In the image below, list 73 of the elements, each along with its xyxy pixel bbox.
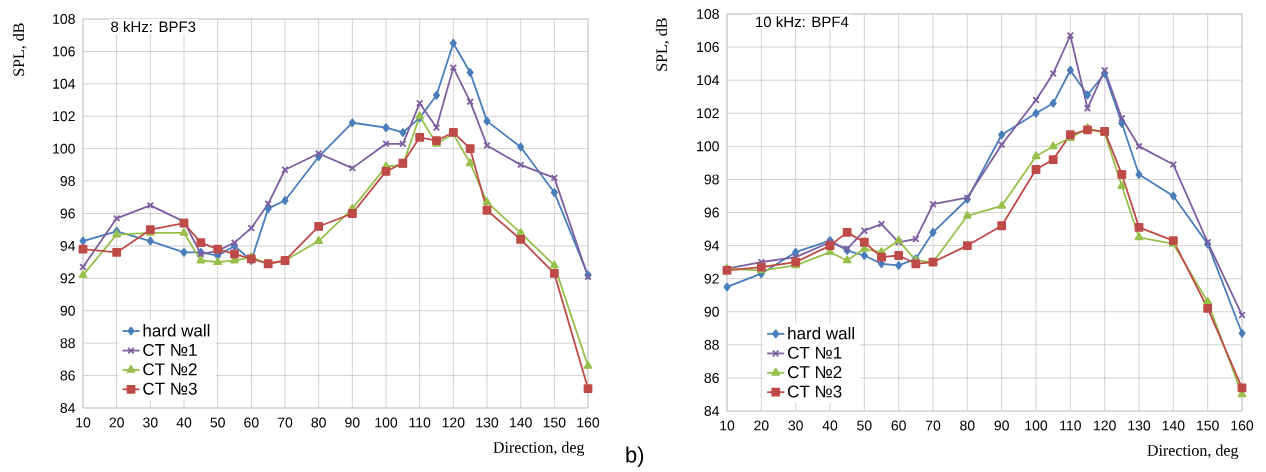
y-tick-label: 106: [53, 46, 75, 57]
legend-label: CT №1: [143, 343, 197, 356]
y-tick-label: 104: [697, 75, 720, 86]
x-tick-label: 120: [1094, 420, 1116, 431]
y-axis-title: SPL, dB: [655, 18, 670, 71]
y-tick-label: 86: [704, 372, 719, 383]
x-tick-label: 50: [210, 417, 225, 428]
y-tick-label: 86: [60, 370, 75, 381]
x-tick-label: 90: [345, 417, 360, 428]
x-tick-label: 130: [476, 417, 499, 428]
x-tick-label: 150: [1197, 420, 1219, 431]
y-tick-label: 92: [60, 273, 75, 284]
x-tick-label: 80: [311, 417, 326, 428]
x-tick-label: 60: [244, 417, 259, 428]
y-tick-label: 88: [60, 338, 75, 349]
x-tick-label: 40: [176, 417, 192, 428]
x-tick-label: 80: [960, 420, 975, 431]
legend-label: CT №3: [788, 385, 842, 398]
x-tick-label: 20: [754, 420, 769, 431]
y-tick-label: 100: [697, 141, 719, 152]
legend-label: CT №3: [143, 382, 197, 395]
x-tick-label: 140: [1162, 420, 1185, 431]
y-tick-label: 100: [53, 143, 75, 154]
x-tick-label: 50: [857, 420, 872, 431]
x-axis-title: Direction, deg: [493, 441, 585, 457]
y-tick-label: 96: [704, 207, 719, 218]
legend-label: hard wall: [143, 324, 210, 337]
y-tick-label: 108: [697, 9, 719, 19]
y-tick-label: 108: [53, 14, 75, 24]
x-tick-label: 160: [577, 417, 600, 428]
y-tick-label: 94: [704, 240, 720, 251]
y-tick-label: 98: [704, 174, 719, 185]
y-tick-label: 106: [697, 42, 719, 53]
x-tick-label: 10: [76, 417, 91, 428]
y-tick-label: 92: [704, 273, 719, 284]
y-tick-label: 98: [60, 176, 75, 187]
y-tick-label: 88: [704, 339, 719, 350]
chart-title: 8 kHz: BPF3: [111, 21, 196, 33]
y-tick-label: 90: [60, 305, 75, 316]
legend-label: CT №1: [788, 346, 842, 359]
y-tick-label: 102: [53, 111, 75, 122]
x-tick-label: 160: [1231, 420, 1254, 431]
x-tick-label: 40: [822, 420, 838, 431]
x-tick-label: 150: [543, 417, 566, 428]
legend-label: hard wall: [788, 326, 854, 340]
text: b): [626, 446, 644, 468]
x-tick-label: 140: [510, 417, 532, 428]
chart-title: 10 kHz: BPF4: [756, 16, 849, 28]
y-tick-label: 84: [60, 403, 76, 413]
y-tick-label: 96: [60, 208, 75, 219]
legend-label: CT №2: [788, 366, 842, 379]
y-tick-label: 104: [53, 78, 76, 89]
y-axis-title: SPL, dB: [12, 23, 27, 76]
y-tick-label: 102: [697, 108, 719, 119]
y-tick-label: 94: [60, 240, 76, 251]
x-tick-label: 130: [1128, 420, 1151, 431]
legend-label: CT №2: [143, 363, 197, 376]
y-tick-label: 90: [704, 306, 719, 317]
x-tick-label: 110: [409, 417, 431, 428]
x-tick-label: 110: [1060, 420, 1081, 431]
x-tick-label: 30: [143, 417, 158, 428]
x-tick-label: 20: [109, 417, 124, 428]
x-tick-label: 90: [994, 420, 1009, 431]
x-tick-label: 10: [720, 420, 735, 431]
x-tick-label: 120: [442, 417, 465, 428]
x-tick-label: 70: [277, 417, 293, 428]
x-tick-label: 100: [1025, 420, 1048, 431]
x-tick-label: 60: [891, 420, 906, 431]
x-axis-title: Direction, deg: [1147, 444, 1239, 460]
y-tick-label: 84: [704, 406, 720, 416]
x-tick-label: 30: [788, 420, 803, 431]
x-tick-label: 100: [375, 417, 398, 428]
x-tick-label: 70: [925, 420, 941, 431]
